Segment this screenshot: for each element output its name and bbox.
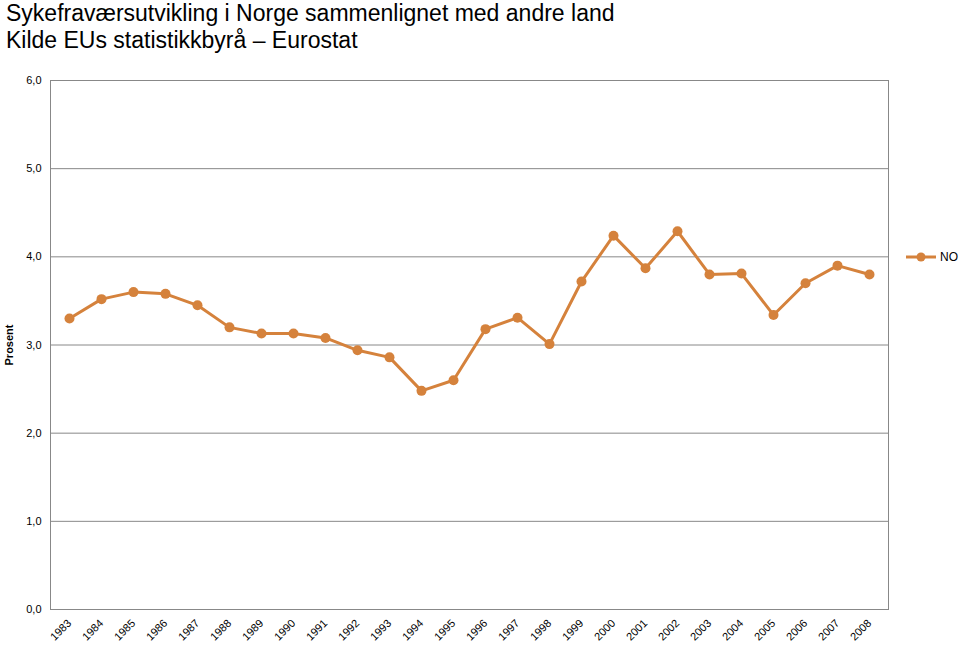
svg-text:1985: 1985 xyxy=(112,617,138,643)
svg-text:1990: 1990 xyxy=(272,617,298,643)
svg-text:1992: 1992 xyxy=(336,617,362,643)
svg-text:1998: 1998 xyxy=(528,617,554,643)
svg-text:2,0: 2,0 xyxy=(26,427,41,439)
svg-text:1991: 1991 xyxy=(304,617,330,643)
svg-text:1986: 1986 xyxy=(144,617,170,643)
svg-text:1987: 1987 xyxy=(176,617,202,643)
svg-text:2008: 2008 xyxy=(848,617,874,643)
svg-text:1995: 1995 xyxy=(432,617,458,643)
svg-text:1999: 1999 xyxy=(560,617,586,643)
svg-text:1983: 1983 xyxy=(48,617,74,643)
svg-text:1997: 1997 xyxy=(496,617,522,643)
svg-text:Prosent: Prosent xyxy=(3,324,15,365)
svg-text:2001: 2001 xyxy=(624,617,650,643)
svg-text:1,0: 1,0 xyxy=(26,515,41,527)
svg-text:2003: 2003 xyxy=(688,617,714,643)
svg-text:1984: 1984 xyxy=(80,617,106,643)
svg-text:1996: 1996 xyxy=(464,617,490,643)
svg-text:5,0: 5,0 xyxy=(26,162,41,174)
svg-text:4,0: 4,0 xyxy=(26,250,41,262)
svg-text:2007: 2007 xyxy=(816,617,842,643)
html-text:Sykefraværsutvikling i Norge s: Sykefraværsutvikling i Norge sammenligne… xyxy=(6,0,615,26)
svg-text:1994: 1994 xyxy=(400,617,426,643)
svg-text:3,0: 3,0 xyxy=(26,339,41,351)
svg-text:2000: 2000 xyxy=(592,617,618,643)
svg-text:2002: 2002 xyxy=(656,617,682,643)
svg-text:0,0: 0,0 xyxy=(26,603,41,615)
html-text:Kilde EUs statistikkbyrå – Eur: Kilde EUs statistikkbyrå – Eurostat xyxy=(6,27,358,53)
svg-text:2004: 2004 xyxy=(720,617,746,643)
html-text:NO: NO xyxy=(940,250,958,264)
svg-text:1988: 1988 xyxy=(208,617,234,643)
svg-text:2005: 2005 xyxy=(752,617,778,643)
svg-text:1989: 1989 xyxy=(240,617,266,643)
svg-text:6,0: 6,0 xyxy=(26,74,41,86)
svg-text:1993: 1993 xyxy=(368,617,394,643)
svg-text:2006: 2006 xyxy=(784,617,810,643)
